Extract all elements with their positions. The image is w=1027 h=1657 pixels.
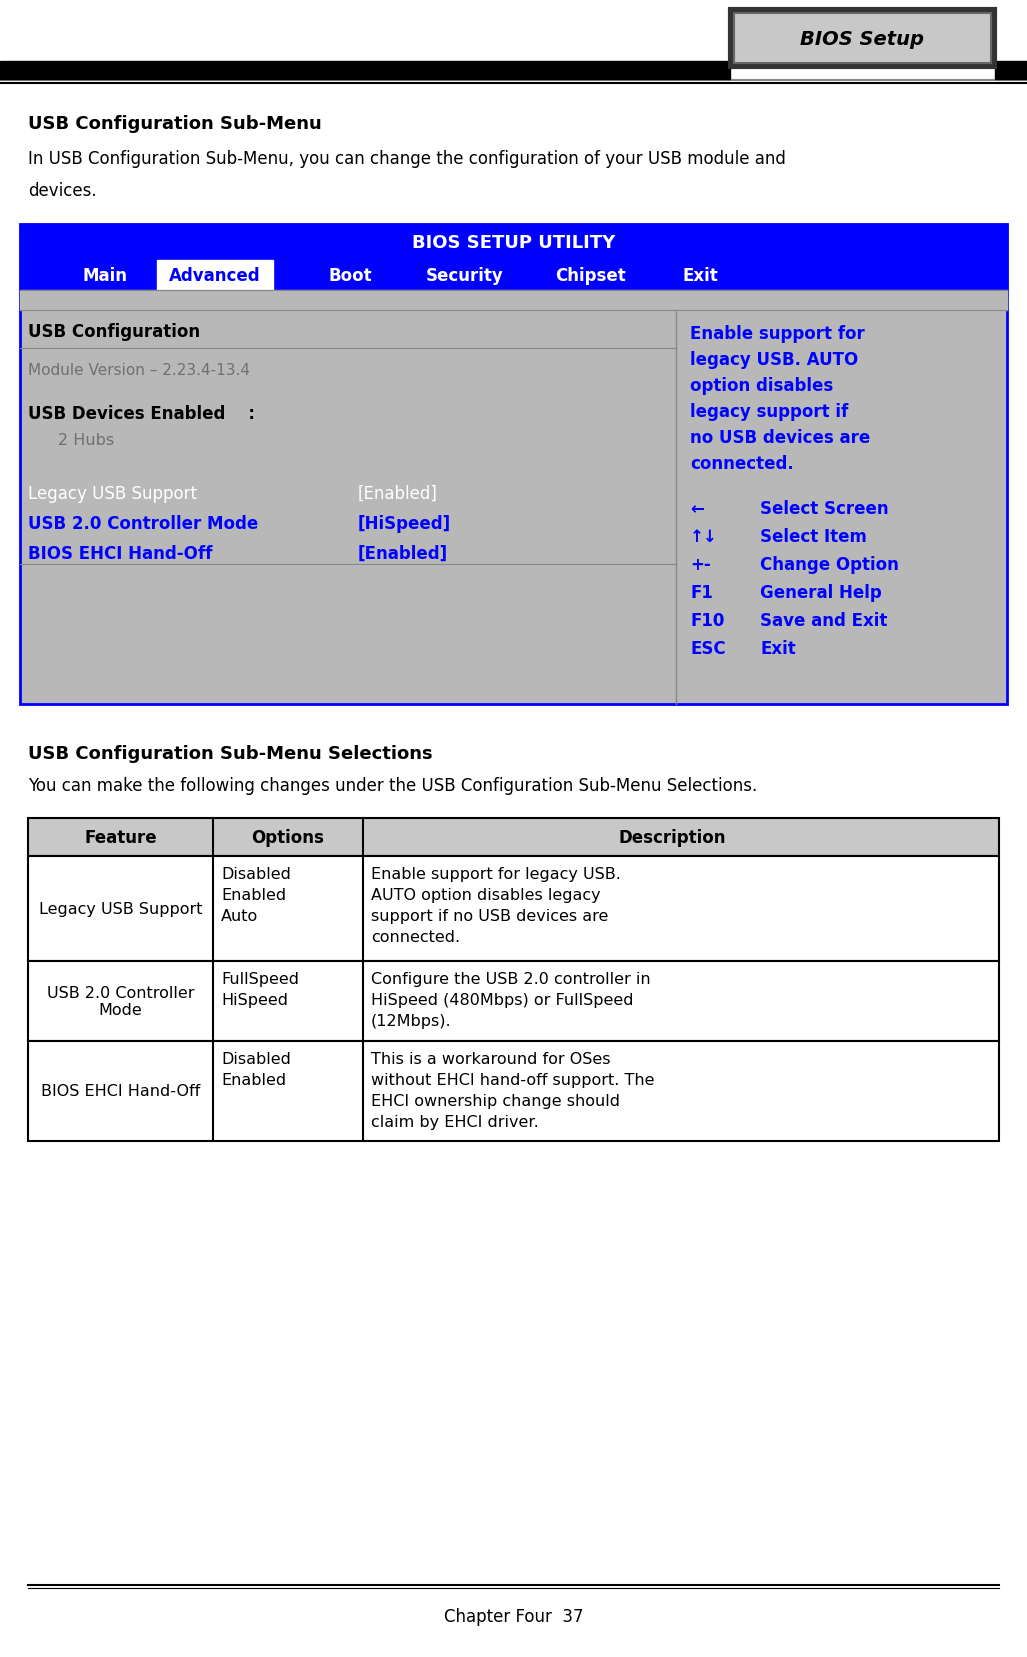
Text: F1: F1	[690, 583, 713, 601]
Bar	[28, 961, 999, 1041]
Bar	[0, 61, 730, 80]
Text: USB Configuration Sub-Menu: USB Configuration Sub-Menu	[28, 114, 321, 133]
Text: Legacy USB Support: Legacy USB Support	[39, 901, 202, 916]
Text: legacy support if: legacy support if	[690, 403, 848, 421]
Text: ↑↓: ↑↓	[690, 527, 718, 545]
Text: Options: Options	[252, 828, 325, 847]
Bar	[20, 260, 1007, 292]
FancyBboxPatch shape	[734, 13, 991, 65]
Text: connected.: connected.	[690, 454, 794, 472]
Text: Legacy USB Support: Legacy USB Support	[28, 486, 197, 502]
Text: General Help: General Help	[760, 583, 882, 601]
Text: Feature: Feature	[84, 828, 157, 847]
Text: ←: ←	[690, 500, 703, 517]
Text: USB 2.0 Controller Mode: USB 2.0 Controller Mode	[28, 515, 258, 532]
Bar	[157, 260, 273, 292]
Text: Exit: Exit	[682, 267, 718, 285]
Bar	[28, 857, 999, 961]
Bar	[995, 61, 1027, 80]
FancyBboxPatch shape	[730, 10, 995, 68]
Text: BIOS EHCI Hand-Off: BIOS EHCI Hand-Off	[41, 1084, 200, 1099]
Text: [Enabled]: [Enabled]	[358, 545, 448, 563]
Text: BIOS EHCI Hand-Off: BIOS EHCI Hand-Off	[28, 545, 213, 563]
Text: Enable support for: Enable support for	[690, 325, 865, 343]
Text: BIOS SETUP UTILITY: BIOS SETUP UTILITY	[412, 234, 615, 252]
Text: Exit: Exit	[760, 640, 796, 658]
Text: USB 2.0 Controller
Mode: USB 2.0 Controller Mode	[47, 986, 194, 1017]
Text: Select Item: Select Item	[760, 527, 867, 545]
Text: Select Screen: Select Screen	[760, 500, 888, 517]
Text: Configure the USB 2.0 controller in
HiSpeed (480Mbps) or FullSpeed
(12Mbps).: Configure the USB 2.0 controller in HiSp…	[371, 971, 651, 1029]
Text: BIOS Setup: BIOS Setup	[800, 30, 924, 48]
Text: Change Option: Change Option	[760, 555, 899, 573]
Text: Enable support for legacy USB.
AUTO option disables legacy
support if no USB dev: Enable support for legacy USB. AUTO opti…	[371, 867, 621, 944]
Bar	[28, 1041, 999, 1142]
Bar	[20, 225, 1007, 704]
Text: Save and Exit: Save and Exit	[760, 611, 887, 630]
Text: option disables: option disables	[690, 376, 833, 394]
Text: [Enabled]: [Enabled]	[358, 486, 438, 502]
Text: legacy USB. AUTO: legacy USB. AUTO	[690, 351, 859, 370]
Text: [HiSpeed]: [HiSpeed]	[358, 515, 451, 532]
Bar	[20, 225, 1007, 260]
Text: no USB devices are: no USB devices are	[690, 429, 870, 447]
Text: In USB Configuration Sub-Menu, you can change the configuration of your USB modu: In USB Configuration Sub-Menu, you can c…	[28, 149, 786, 167]
Text: You can make the following changes under the USB Configuration Sub-Menu Selectio: You can make the following changes under…	[28, 777, 757, 794]
Text: FullSpeed
HiSpeed: FullSpeed HiSpeed	[221, 971, 299, 1007]
Text: Module Version – 2.23.4-13.4: Module Version – 2.23.4-13.4	[28, 363, 250, 378]
Text: F10: F10	[690, 611, 724, 630]
Bar	[20, 292, 1007, 312]
Text: USB Devices Enabled    :: USB Devices Enabled :	[28, 404, 255, 423]
Text: Disabled
Enabled
Auto: Disabled Enabled Auto	[221, 867, 291, 923]
Text: 2 Hubs: 2 Hubs	[58, 432, 114, 447]
Text: Security: Security	[426, 267, 504, 285]
Text: Description: Description	[618, 828, 726, 847]
Text: ESC: ESC	[690, 640, 726, 658]
Text: USB Configuration Sub-Menu Selections: USB Configuration Sub-Menu Selections	[28, 744, 432, 762]
Text: Boot: Boot	[329, 267, 372, 285]
Text: devices.: devices.	[28, 182, 97, 200]
Text: Main: Main	[82, 267, 127, 285]
Text: Disabled
Enabled: Disabled Enabled	[221, 1051, 291, 1087]
Text: +-: +-	[690, 555, 711, 573]
Text: This is a workaround for OSes
without EHCI hand-off support. The
EHCI ownership : This is a workaround for OSes without EH…	[371, 1051, 654, 1130]
Bar	[28, 819, 999, 857]
Text: Chapter Four  37: Chapter Four 37	[444, 1607, 583, 1626]
Text: Chipset: Chipset	[555, 267, 625, 285]
Text: USB Configuration: USB Configuration	[28, 323, 200, 341]
Text: Advanced: Advanced	[169, 267, 261, 285]
